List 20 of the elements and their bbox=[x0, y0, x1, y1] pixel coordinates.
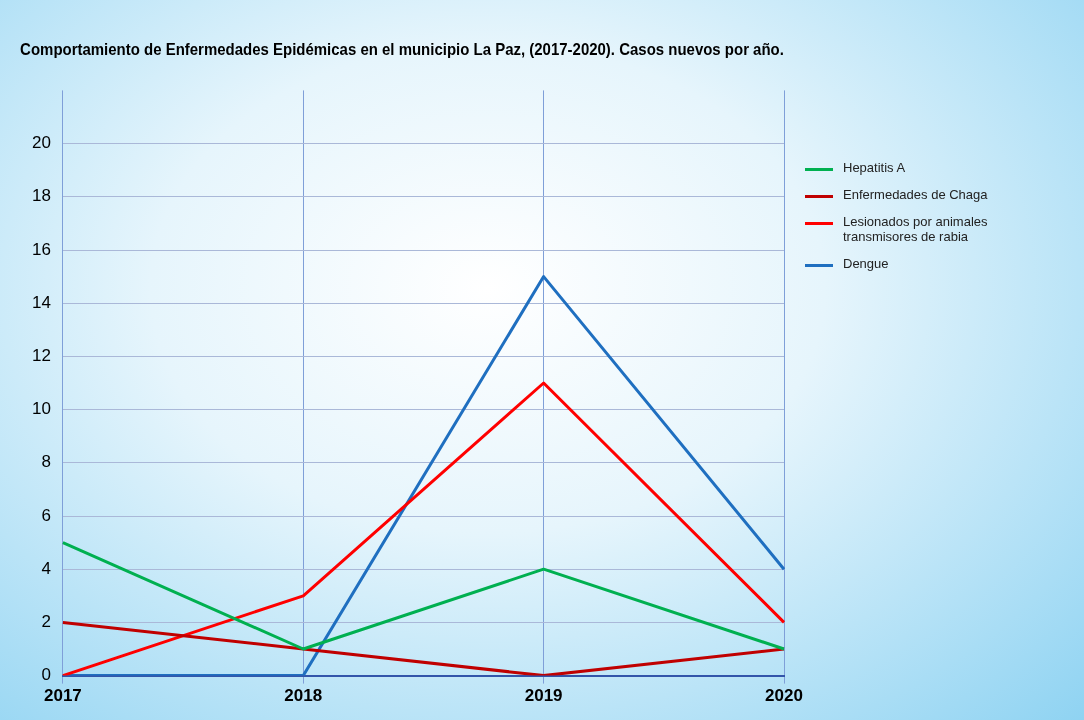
legend-label: Lesionados por animales transmisores de rabia bbox=[843, 214, 989, 244]
legend-label: Dengue bbox=[843, 256, 889, 271]
x-tick-label: 2019 bbox=[524, 686, 563, 706]
x-tick-label: 2018 bbox=[284, 686, 323, 706]
y-tick-label: 8 bbox=[41, 452, 51, 472]
legend-label: Hepatitis A bbox=[843, 160, 906, 175]
y-tick-label: 0 bbox=[41, 665, 51, 685]
x-tick-label: 2020 bbox=[765, 686, 803, 706]
chart-title: Comportamiento de Enfermedades Epidémicas en el municipio La Paz, (2017-2020). Casos nuevos por año. bbox=[20, 38, 784, 59]
y-tick-label: 4 bbox=[41, 558, 51, 578]
y-tick-label: 6 bbox=[41, 505, 51, 525]
y-tick-label: 20 bbox=[31, 133, 51, 153]
y-tick-label: 10 bbox=[31, 399, 51, 419]
y-tick-label: 14 bbox=[31, 292, 51, 312]
y-tick-label: 18 bbox=[31, 186, 51, 206]
legend-label: Enfermedades de Chaga bbox=[843, 187, 988, 202]
x-tick-label: 2017 bbox=[44, 686, 82, 706]
y-tick-label: 16 bbox=[31, 239, 51, 259]
y-tick-label: 2 bbox=[41, 612, 51, 632]
y-tick-label: 12 bbox=[31, 346, 51, 366]
